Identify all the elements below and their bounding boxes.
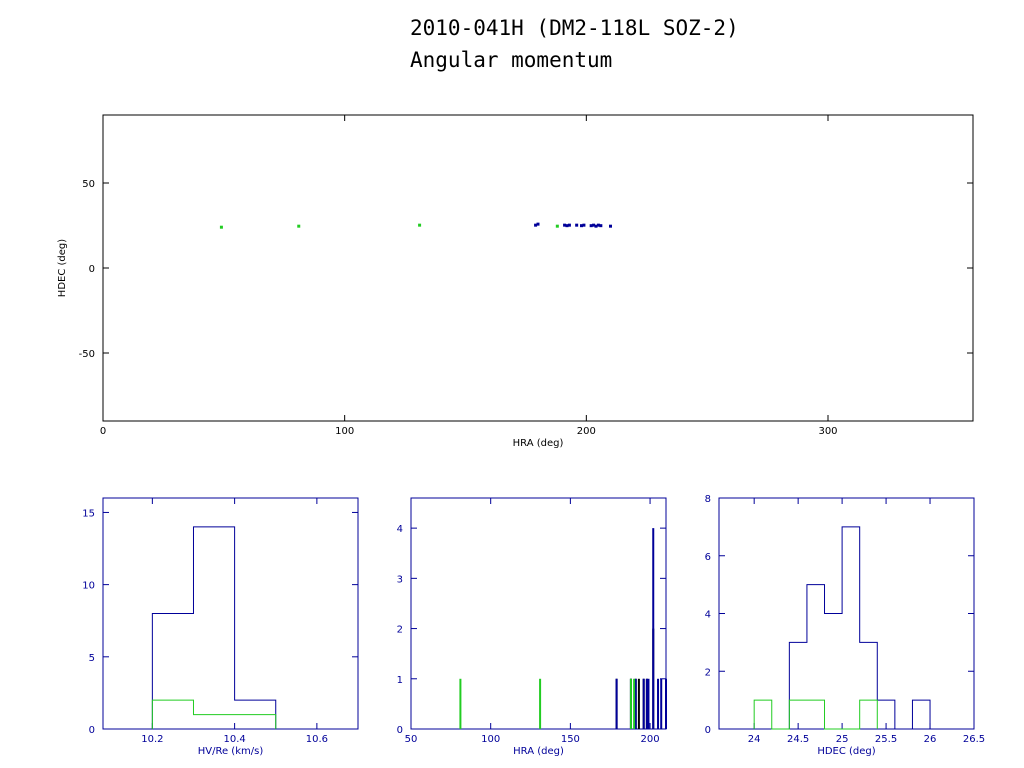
x-tick-label: 150 <box>561 734 580 745</box>
x-tick-label: 100 <box>481 734 500 745</box>
x-tick-label: 10.2 <box>141 734 163 745</box>
histogram-outline <box>788 526 931 730</box>
y-tick-label: 2 <box>397 625 403 636</box>
histogram-outline <box>151 699 277 729</box>
data-point <box>596 223 600 227</box>
histogram-outline <box>151 526 277 729</box>
y-tick-label: 50 <box>82 179 95 190</box>
x-tick-label: 100 <box>335 426 354 437</box>
plot-frame-2 <box>410 497 667 730</box>
data-point <box>565 224 569 228</box>
y-tick-label: -50 <box>79 349 95 360</box>
y-tick-label: 1 <box>397 675 403 686</box>
data-point <box>297 224 301 228</box>
x-axis-label: HRA (deg) <box>513 746 564 757</box>
x-tick-label: 24 <box>748 734 761 745</box>
data-point <box>418 223 422 227</box>
y-tick-label: 0 <box>397 725 403 736</box>
x-tick-label: 300 <box>818 426 837 437</box>
histogram-outline <box>753 699 878 730</box>
y-tick-label: 4 <box>705 610 711 621</box>
y-tick-label: 0 <box>89 264 95 275</box>
data-point <box>563 223 567 227</box>
plot-frame-0 <box>102 114 974 422</box>
x-tick-label: 200 <box>577 426 596 437</box>
y-tick-label: 0 <box>705 725 711 736</box>
x-tick-label: 10.6 <box>306 734 328 745</box>
x-axis-label: HV/Re (km/s) <box>198 746 264 757</box>
data-point <box>592 223 596 227</box>
y-tick-label: 0 <box>89 725 95 736</box>
y-tick-label: 10 <box>82 581 95 592</box>
data-point <box>589 224 593 228</box>
x-tick-label: 25 <box>836 734 849 745</box>
x-tick-label: 10.4 <box>223 734 245 745</box>
y-tick-label: 4 <box>397 524 403 535</box>
y-tick-label: 5 <box>89 653 95 664</box>
data-point <box>534 223 538 227</box>
data-point <box>536 222 540 226</box>
y-tick-label: 8 <box>705 494 711 505</box>
y-axis-label: HDEC (deg) <box>57 239 68 297</box>
data-point <box>567 223 571 227</box>
y-tick-label: 6 <box>705 552 711 563</box>
y-tick-label: 2 <box>705 667 711 678</box>
page-title: 2010-041H (DM2-118L SOZ-2) <box>410 16 739 40</box>
page-subtitle: Angular momentum <box>410 48 613 72</box>
data-point <box>609 224 612 228</box>
data-point <box>582 223 586 227</box>
data-point <box>219 225 223 229</box>
x-axis-label: HDEC (deg) <box>817 746 875 757</box>
x-tick-label: 26.5 <box>963 734 985 745</box>
plot-frame-1 <box>102 497 359 730</box>
data-point <box>575 223 579 227</box>
x-tick-label: 24.5 <box>787 734 809 745</box>
x-tick-label: 26 <box>924 734 937 745</box>
x-axis-label: HRA (deg) <box>513 438 564 449</box>
x-tick-label: 200 <box>641 734 660 745</box>
data-point <box>599 224 603 228</box>
x-tick-label: 25.5 <box>875 734 897 745</box>
data-point <box>594 224 598 228</box>
y-tick-label: 3 <box>397 574 403 585</box>
y-tick-label: 15 <box>82 508 95 519</box>
data-point <box>555 224 559 228</box>
x-tick-label: 50 <box>405 734 418 745</box>
x-tick-label: 0 <box>100 426 106 437</box>
plot-frame-3 <box>718 497 975 730</box>
data-point <box>580 224 583 228</box>
